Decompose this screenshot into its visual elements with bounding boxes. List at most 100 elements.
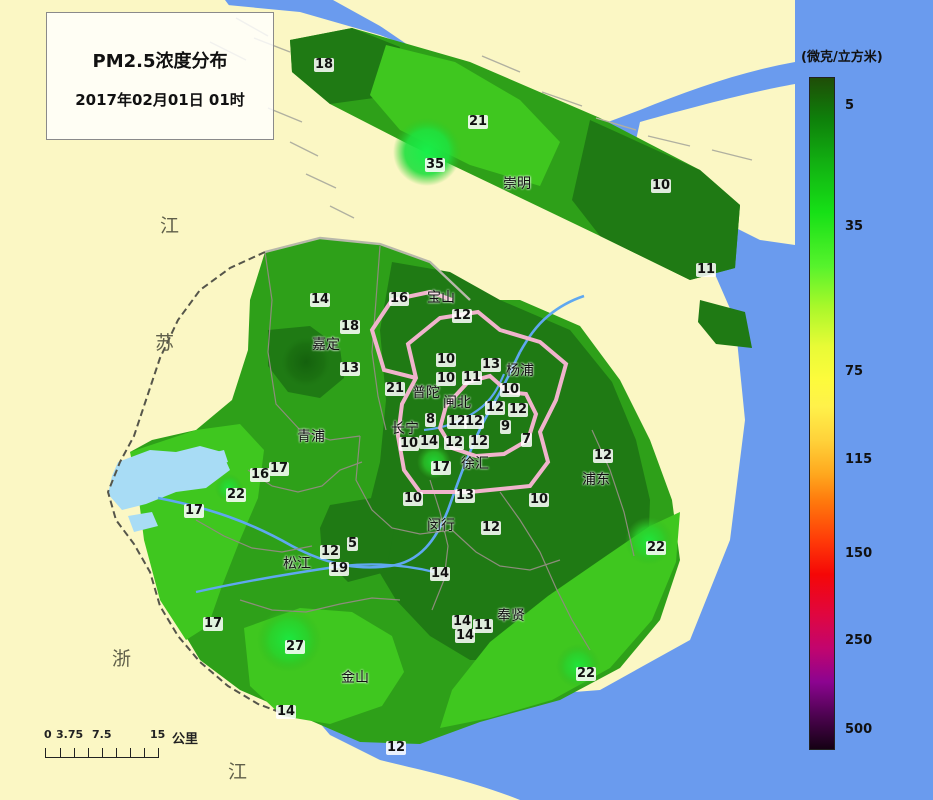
station-value-label: 19 [329, 561, 350, 576]
station-value-label: 14 [452, 614, 473, 629]
conc-chongming-hotspot-35 [393, 118, 461, 186]
station-value-label: 12 [508, 402, 529, 417]
station-value-label: 10 [399, 436, 420, 451]
lake-small-2 [208, 450, 228, 466]
legend-colorbar [809, 77, 835, 750]
scale-tick-3: 15 [150, 728, 166, 741]
conc-chongming-dark-east [572, 120, 740, 280]
water-estuary [175, 0, 795, 800]
scale-tick-1: 3.75 [56, 728, 84, 741]
district-boundaries [195, 245, 635, 651]
map-canvas[interactable]: 江苏浙江 崇明 宝山 嘉定 青浦 普陀 闸北 杨浦 长宁 徐汇 浦东 松江 闵行 奉贤 金山 18 21 35… [0, 0, 795, 800]
river-huangpu [157, 351, 522, 569]
station-value-label: 12 [444, 435, 465, 450]
province-label: 江 [160, 215, 180, 237]
station-value-label: 21 [385, 381, 406, 396]
scale-tick-0: 0 [44, 728, 52, 741]
station-value-label: 12 [386, 740, 407, 755]
station-value-label: 14 [419, 434, 440, 449]
station-value-label: 14 [310, 292, 331, 307]
station-value-label: 10 [651, 178, 672, 193]
station-value-label: 22 [646, 540, 667, 555]
river-estuary-inlet [518, 294, 585, 353]
station-value-label: 21 [468, 114, 489, 129]
scale-ruler-tick [102, 748, 103, 757]
station-value-label: 13 [340, 361, 361, 376]
station-value-label: 16 [250, 467, 271, 482]
station-value-label: 7 [521, 432, 533, 447]
legend-tick: 250 [845, 633, 873, 648]
legend-tick: 115 [845, 452, 873, 467]
province-label: 江 [228, 761, 248, 783]
legend-tick: 150 [845, 546, 873, 561]
station-value-label: 10 [403, 491, 424, 506]
map-graphic [0, 0, 795, 800]
legend-tick: 5 [845, 98, 855, 113]
conc-chongming-dark-west [290, 28, 400, 104]
station-value-label: 17 [184, 503, 205, 518]
station-value-label: 8 [425, 412, 437, 427]
station-value-label: 12 [452, 308, 473, 323]
station-value-label: 16 [389, 291, 410, 306]
scale-ruler-tick [116, 748, 117, 757]
district-label: 崇明 [503, 176, 531, 192]
scale-ruler-tick [88, 748, 89, 757]
district-label: 徐汇 [461, 456, 489, 472]
station-value-label: 13 [455, 488, 476, 503]
district-label: 青浦 [297, 429, 325, 445]
station-value-label: 12 [481, 520, 502, 535]
station-value-label: 10 [436, 371, 457, 386]
district-label: 金山 [341, 670, 369, 686]
legend-tick: 75 [845, 364, 864, 379]
station-value-label: 10 [436, 352, 457, 367]
station-value-label: 11 [696, 262, 717, 277]
station-value-label: 12 [320, 544, 341, 559]
scale-bar: 0 3.75 7.5 15 公里 [44, 728, 264, 772]
station-value-label: 12 [447, 414, 468, 429]
district-label: 普陀 [412, 385, 440, 401]
district-label: 宝山 [427, 290, 455, 306]
land-north-jiangsu-2 [636, 84, 795, 245]
scale-ruler [45, 748, 159, 758]
district-label: 嘉定 [312, 337, 340, 353]
title-box: PM2.5浓度分布 2017年02月01日 01时 [46, 12, 274, 140]
station-value-label: 12 [464, 414, 485, 429]
province-boundary [106, 251, 291, 717]
legend-panel: (微克/立方米) 5 35 75 115 150 250 500 [795, 0, 933, 800]
district-label: 长宁 [391, 421, 419, 437]
station-value-label: 12 [469, 434, 490, 449]
province-label: 苏 [155, 332, 175, 354]
conc-islet-ne [698, 300, 752, 348]
station-value-label: 11 [473, 618, 494, 633]
station-value-label: 17 [203, 616, 224, 631]
station-value-label: 17 [269, 461, 290, 476]
scale-ruler-tick [74, 748, 75, 757]
station-value-label: 14 [455, 628, 476, 643]
title-datetime: 2017年02月01日 01时 [75, 91, 245, 109]
city-outline [264, 236, 471, 301]
land-north-jiangsu [333, 0, 795, 140]
station-value-label: 12 [593, 448, 614, 463]
scale-ruler-tick [130, 748, 131, 757]
district-label: 闵行 [427, 518, 455, 534]
lake-small-3 [128, 512, 158, 532]
station-value-label: 18 [314, 57, 335, 72]
province-label: 浙 [112, 648, 132, 670]
station-value-label: 14 [430, 566, 451, 581]
station-value-label: 12 [485, 400, 506, 415]
district-label: 杨浦 [506, 363, 534, 379]
district-label: 奉贤 [497, 608, 525, 624]
page-title: PM2.5浓度分布 [92, 51, 228, 72]
district-label: 闸北 [443, 395, 471, 411]
station-value-label: 9 [500, 419, 512, 434]
station-value-label: 35 [425, 157, 446, 172]
station-value-label: 11 [462, 370, 483, 385]
scale-unit-label: 公里 [172, 732, 199, 747]
lake-dianshan [108, 446, 230, 510]
conc-hotspot-dark-jiading [280, 336, 332, 388]
legend-tick: 35 [845, 219, 864, 234]
legend-unit-label: (微克/立方米) [801, 50, 883, 65]
scale-ruler-tick [144, 748, 145, 757]
station-value-label: 22 [226, 487, 247, 502]
station-value-label: 13 [481, 357, 502, 372]
